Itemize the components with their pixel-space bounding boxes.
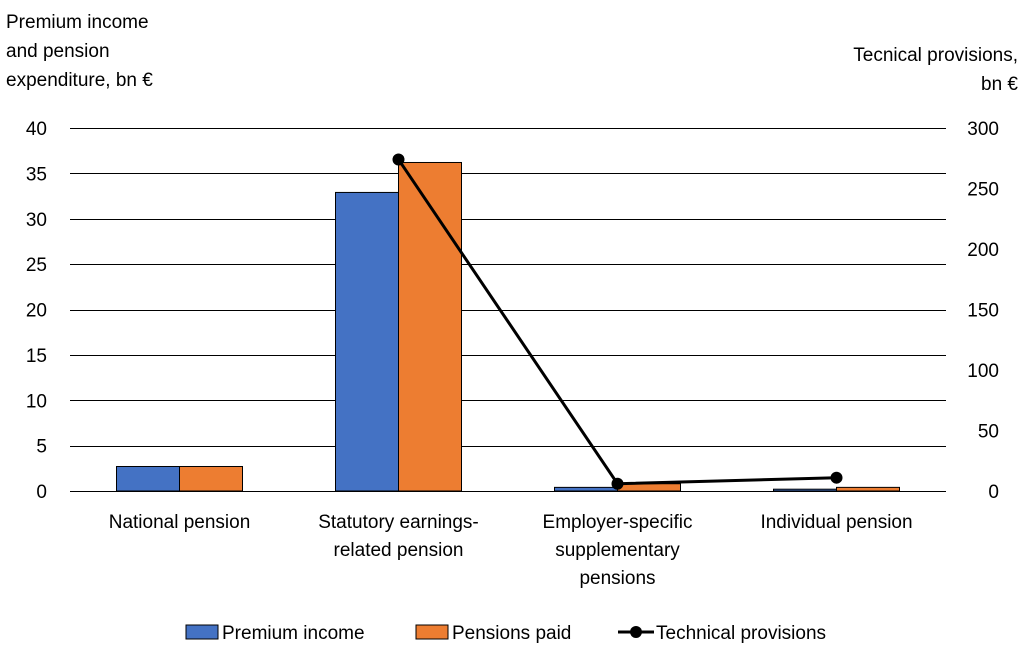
line-series bbox=[392, 153, 843, 490]
bar-pensions-paid-1 bbox=[398, 161, 462, 492]
legend-swatch-pensions-paid bbox=[415, 624, 449, 640]
left-tick-label-3: 15 bbox=[26, 346, 47, 367]
category-label-0: National pension bbox=[109, 512, 251, 533]
left-axis-title: Premium income and pension expenditure, bn… bbox=[6, 12, 153, 91]
left-tick-label-4: 20 bbox=[26, 301, 47, 322]
right-tick-label-4: 200 bbox=[967, 240, 999, 261]
bar-pensions-paid-3 bbox=[836, 486, 900, 492]
right-tick-label-0: 0 bbox=[988, 482, 999, 503]
left-tick-label-0: 0 bbox=[36, 482, 47, 503]
bar-premium-income-0 bbox=[116, 465, 180, 492]
right-axis-title-text: Tecnical provisions, bn € bbox=[853, 45, 1018, 95]
left-tick-label-8: 40 bbox=[26, 119, 47, 140]
marker-technical-provisions-2 bbox=[611, 477, 624, 490]
right-tick-label-2: 100 bbox=[967, 361, 999, 382]
left-tick-label-2: 10 bbox=[26, 391, 47, 412]
category-axis: National pension Statutory earnings-relat… bbox=[109, 512, 913, 589]
legend-swatch-marker-technical-provisions bbox=[630, 626, 642, 638]
left-tick-label-1: 5 bbox=[36, 437, 47, 458]
left-axis-title-text: Premium income and pension expenditure, bn… bbox=[6, 12, 153, 91]
bar-premium-income-3 bbox=[773, 488, 837, 492]
right-tick-label-3: 150 bbox=[967, 301, 999, 322]
left-tick-label-6: 30 bbox=[26, 210, 47, 231]
bar-premium-income-1 bbox=[335, 191, 399, 492]
right-tick-label-1: 50 bbox=[978, 422, 999, 443]
bars bbox=[116, 161, 900, 492]
right-tick-label-6: 300 bbox=[967, 119, 999, 140]
legend-label-technical-provisions: Technical provisions bbox=[656, 623, 826, 644]
marker-technical-provisions-3 bbox=[830, 471, 843, 484]
right-axis-title: Tecnical provisions, bn € bbox=[853, 45, 1018, 95]
legend-swatch-premium-income bbox=[185, 624, 219, 640]
legend-label-premium-income: Premium income bbox=[222, 623, 365, 644]
gridlines bbox=[70, 128, 946, 492]
right-axis: 0 50 100 150 200 250 300 bbox=[967, 119, 999, 503]
marker-technical-provisions-1 bbox=[392, 153, 405, 166]
left-axis: 0 5 10 15 20 25 30 35 40 bbox=[26, 119, 47, 503]
category-label-3: Individual pension bbox=[760, 512, 912, 533]
left-tick-label-7: 35 bbox=[26, 164, 47, 185]
left-tick-label-5: 25 bbox=[26, 255, 47, 276]
legend: Premium income Pensions paid Technical pro… bbox=[185, 623, 826, 644]
legend-label-pensions-paid: Pensions paid bbox=[452, 623, 571, 644]
right-tick-label-5: 250 bbox=[967, 180, 999, 201]
bar-pensions-paid-0 bbox=[179, 465, 243, 492]
bar-premium-income-2 bbox=[554, 486, 618, 492]
category-label-2: Employer-specific supplementary pensions bbox=[543, 512, 693, 589]
category-label-1: Statutory earnings-related pension bbox=[318, 512, 479, 561]
line-technical-provisions bbox=[397, 158, 837, 486]
